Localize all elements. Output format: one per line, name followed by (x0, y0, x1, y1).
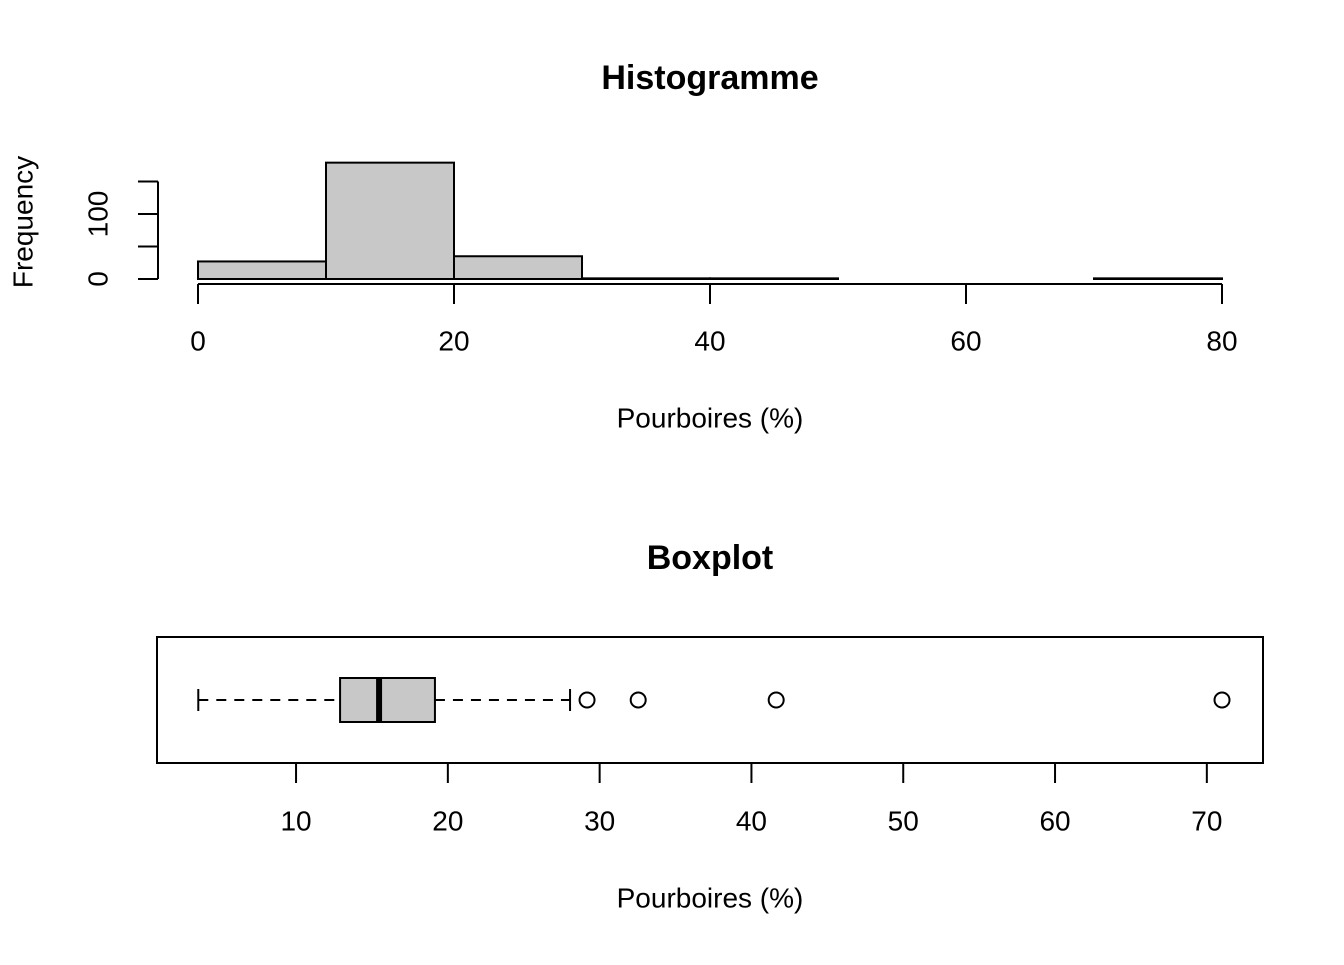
x-tick-label: 0 (190, 325, 206, 356)
bar (581, 277, 711, 281)
outlier (1213, 691, 1231, 709)
x-tick-label: 10 (280, 805, 311, 836)
outlier (629, 691, 647, 709)
bar (1093, 277, 1223, 281)
x-tick-label: 60 (950, 325, 981, 356)
box (339, 677, 436, 723)
bar (197, 260, 327, 281)
chart-title: Histogramme (601, 59, 818, 97)
x-tick-label: 20 (438, 325, 469, 356)
x-tick-label: 40 (736, 805, 767, 836)
x-tick-label: 30 (584, 805, 615, 836)
x-axis-label: Pourboires (%) (617, 402, 804, 433)
x-tick-label: 50 (888, 805, 919, 836)
x-tick-label: 70 (1191, 805, 1222, 836)
plot-frame (156, 636, 1264, 764)
bar (453, 255, 583, 280)
x-tick-label: 20 (432, 805, 463, 836)
y-tick-label: 0 (82, 271, 113, 287)
x-axis-label: Pourboires (%) (617, 882, 804, 913)
bar (709, 277, 839, 281)
bar (325, 161, 455, 280)
y-tick-label: 100 (82, 191, 113, 238)
y-axis-label: Frequency (7, 156, 38, 288)
x-tick-label: 40 (694, 325, 725, 356)
x-tick-label: 80 (1206, 325, 1237, 356)
x-tick-label: 60 (1039, 805, 1070, 836)
outlier (767, 691, 785, 709)
outlier (578, 691, 596, 709)
chart-title: Boxplot (647, 539, 774, 577)
